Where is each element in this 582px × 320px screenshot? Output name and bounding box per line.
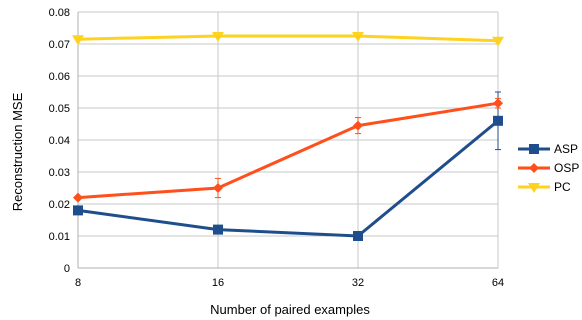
y-tick-label: 0.02 [49, 199, 70, 211]
legend: ASP OSP PC [518, 142, 579, 194]
legend-marker [529, 144, 539, 154]
series-line-asp [77, 119, 499, 238]
data-point-asp [353, 231, 363, 241]
y-tick-label: 0.08 [49, 7, 70, 19]
legend-label: ASP [554, 142, 578, 156]
series-line-pc [77, 34, 499, 43]
y-tick-label: 0 [64, 263, 70, 275]
x-tick-label: 32 [352, 277, 364, 289]
x-tick-label: 64 [492, 277, 504, 289]
data-point-pc [352, 32, 364, 42]
y-tick-label: 0.07 [49, 39, 70, 51]
gridlines [77, 11, 499, 269]
y-tick-label: 0.03 [49, 167, 70, 179]
data-point-osp [353, 120, 363, 131]
data-point-pc [492, 36, 504, 47]
x-tick-label: 8 [75, 277, 81, 289]
data-point-pc [212, 32, 224, 42]
legend-label: OSP [554, 161, 579, 175]
series-line-osp [77, 101, 499, 200]
x-tick-label: 16 [212, 277, 224, 289]
y-tick-label: 0.06 [49, 71, 70, 83]
series-pc [72, 32, 504, 47]
series-layer [72, 32, 504, 241]
data-point-asp [73, 205, 83, 216]
y-tick-label: 0.05 [49, 103, 70, 115]
y-tick-label: 0.01 [49, 231, 70, 243]
series-osp [73, 97, 503, 203]
data-point-asp [493, 115, 503, 126]
legend-item-osp: OSP [518, 161, 579, 175]
y-tick-labels: 0 0.01 0.02 0.03 0.04 0.05 0.06 0.07 0.08 [49, 7, 70, 275]
legend-marker [528, 183, 540, 193]
data-point-osp [213, 183, 223, 193]
y-axis-title: Reconstruction MSE [10, 92, 25, 211]
data-point-pc [72, 35, 84, 46]
legend-label: PC [554, 180, 571, 194]
y-tick-label: 0.04 [49, 135, 70, 147]
data-point-osp [493, 98, 503, 109]
x-axis-title: Number of paired examples [210, 302, 370, 317]
legend-item-asp: ASP [518, 142, 578, 156]
series-asp [73, 91, 503, 241]
x-tick-labels: 8 16 32 64 [75, 277, 504, 289]
data-point-asp [213, 224, 223, 235]
legend-marker [529, 163, 539, 173]
data-point-osp [73, 192, 83, 203]
legend-item-pc: PC [518, 180, 571, 194]
